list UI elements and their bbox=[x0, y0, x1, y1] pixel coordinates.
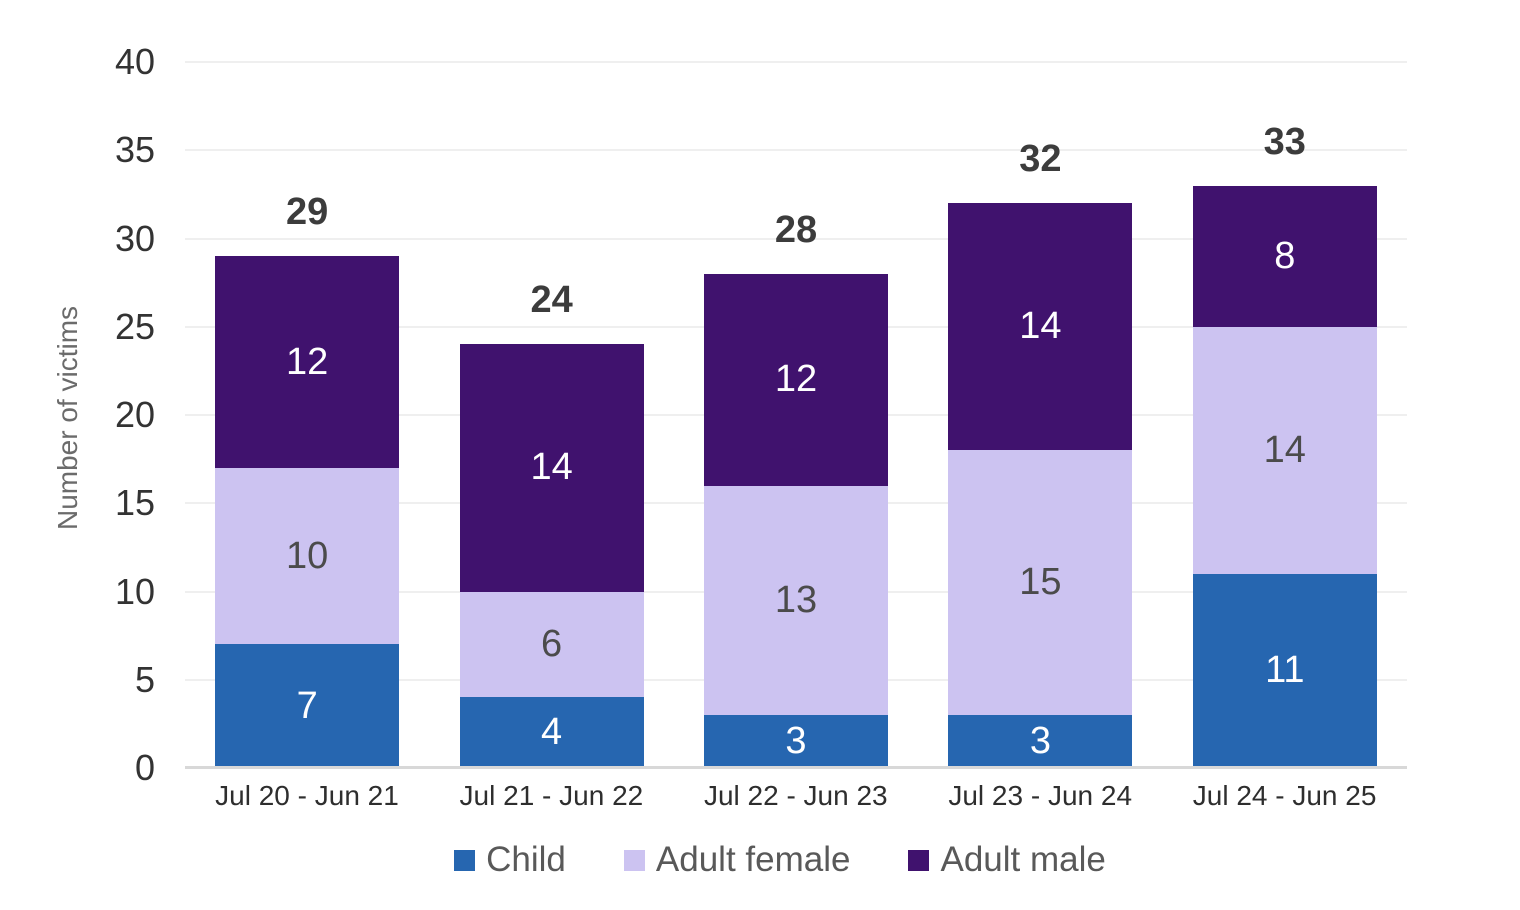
x-axis-baseline bbox=[185, 766, 1407, 769]
x-axis-label: Jul 24 - Jun 25 bbox=[1192, 780, 1377, 811]
segment-adult-female: 10 bbox=[215, 467, 400, 645]
y-tick-label-30: 30 bbox=[114, 217, 155, 259]
segment-value-label: 13 bbox=[774, 578, 818, 621]
segment-value-label: 15 bbox=[1019, 561, 1062, 604]
segment-value-label: 8 bbox=[1274, 234, 1296, 277]
segment-adult-male: 8 bbox=[1192, 185, 1377, 327]
segment-adult-male: 12 bbox=[215, 256, 400, 468]
bar-total-label: 28 bbox=[774, 208, 818, 251]
gridline-y-30 bbox=[185, 237, 1407, 240]
y-tick-label-5: 5 bbox=[134, 658, 155, 700]
legend: Child Adult female Adult male bbox=[0, 840, 1520, 880]
segment-child: 3 bbox=[704, 715, 888, 768]
bar-total-label: 33 bbox=[1263, 120, 1306, 163]
plot-area: 0 5 10 15 20 25 30 35 40 7 10 12 29 Jul 20 - Jun 21 4 6… bbox=[115, 42, 1407, 811]
x-axis-label: Jul 22 - Jun 23 bbox=[703, 780, 888, 811]
segment-adult-female: 13 bbox=[704, 485, 888, 716]
y-tick-label-15: 15 bbox=[114, 482, 155, 524]
bar-jul-22-jun-23: 3 13 12 bbox=[704, 273, 888, 768]
y-tick-label-0: 0 bbox=[134, 747, 155, 788]
bar-jul-20-jun-21: 7 10 12 bbox=[215, 256, 400, 768]
bar-total-label: 29 bbox=[286, 191, 329, 234]
segment-adult-male: 14 bbox=[948, 203, 1133, 451]
legend-label: Child bbox=[486, 840, 566, 879]
bar-total-label: 32 bbox=[1019, 138, 1062, 181]
legend-swatch-icon bbox=[454, 849, 476, 871]
segment-child: 4 bbox=[459, 697, 644, 768]
segment-child: 3 bbox=[948, 715, 1133, 768]
segment-value-label: 14 bbox=[530, 446, 573, 489]
segment-value-label: 3 bbox=[785, 720, 807, 763]
x-axis-label: Jul 20 - Jun 21 bbox=[215, 780, 399, 811]
segment-value-label: 6 bbox=[541, 622, 563, 665]
y-tick-label-25: 25 bbox=[114, 305, 155, 347]
gridline-y-40 bbox=[185, 61, 1407, 63]
segment-value-label: 11 bbox=[1265, 649, 1305, 692]
x-axis-label: Jul 23 - Jun 24 bbox=[948, 780, 1133, 811]
y-tick-label-10: 10 bbox=[114, 570, 155, 612]
bar-jul-21-jun-22: 4 6 14 bbox=[459, 344, 644, 768]
segment-adult-female: 6 bbox=[459, 591, 644, 698]
x-axis-label: Jul 21 - Jun 22 bbox=[459, 780, 644, 811]
y-tick-label-35: 35 bbox=[114, 129, 155, 171]
gridline-y-35 bbox=[185, 149, 1407, 152]
segment-value-label: 7 bbox=[296, 684, 318, 727]
segment-adult-female: 15 bbox=[948, 450, 1133, 716]
legend-swatch-icon bbox=[908, 849, 930, 871]
legend-label: Adult male bbox=[940, 840, 1106, 879]
segment-value-label: 3 bbox=[1029, 720, 1051, 763]
segment-adult-male: 14 bbox=[459, 344, 644, 592]
legend-item-adult-male: Adult male bbox=[908, 840, 1106, 880]
y-tick-label-40: 40 bbox=[114, 41, 155, 82]
bar-jul-24-jun-25: 11 14 8 bbox=[1192, 185, 1377, 768]
segment-value-label: 12 bbox=[774, 358, 818, 401]
segment-value-label: 4 bbox=[541, 711, 563, 754]
bar-jul-23-jun-24: 3 15 14 bbox=[948, 203, 1133, 768]
segment-child: 7 bbox=[215, 644, 400, 768]
segment-adult-male: 12 bbox=[704, 273, 888, 486]
legend-item-adult-female: Adult female bbox=[623, 840, 851, 880]
legend-swatch-icon bbox=[623, 849, 645, 871]
segment-value-label: 10 bbox=[286, 534, 329, 577]
bar-total-label: 24 bbox=[530, 279, 573, 322]
legend-label: Adult female bbox=[655, 840, 851, 879]
segment-value-label: 12 bbox=[286, 340, 329, 383]
segment-child: 11 bbox=[1192, 573, 1377, 768]
segment-value-label: 14 bbox=[1019, 305, 1062, 348]
y-tick-label-20: 20 bbox=[114, 394, 155, 435]
segment-adult-female: 14 bbox=[1192, 326, 1377, 574]
legend-item-child: Child bbox=[454, 840, 566, 880]
segment-value-label: 14 bbox=[1263, 428, 1306, 471]
